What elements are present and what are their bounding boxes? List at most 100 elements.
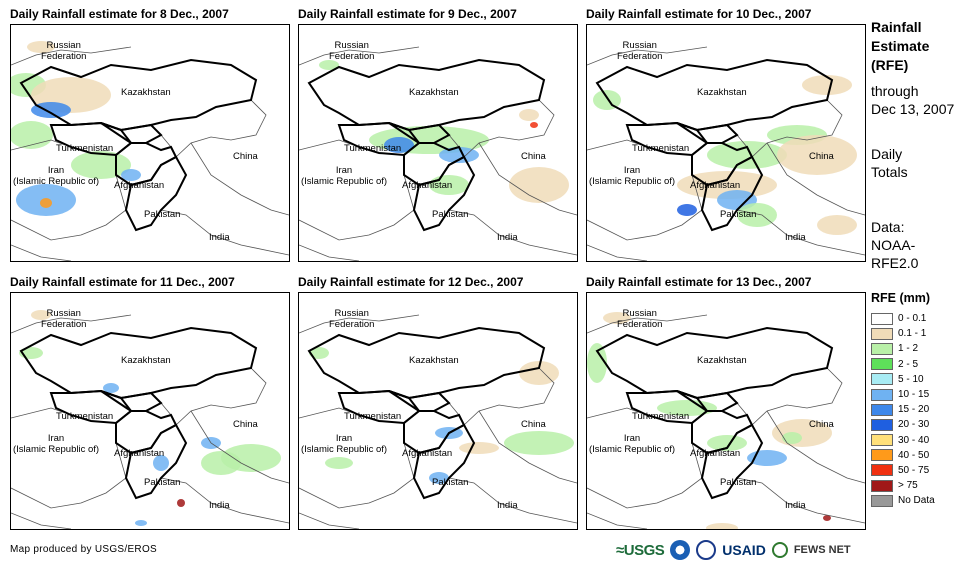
map-label-turkmenistan: Turkmenistan — [56, 143, 114, 154]
map-label-turkmenistan: Turkmenistan — [632, 143, 690, 154]
legend-item: No Data — [871, 493, 963, 508]
fews-net-logo: FEWS NET — [793, 544, 851, 556]
map-label-russia: Russian Federation — [329, 40, 375, 62]
rainfall-patch — [802, 75, 852, 95]
panel-title-6: Daily Rainfall estimate for 13 Dec., 200… — [586, 275, 812, 289]
rainfall-patch — [384, 137, 414, 153]
map-label-china: China — [809, 419, 834, 430]
map-label-kazakhstan: Kazakhstan — [409, 87, 459, 98]
legend-item: 10 - 15 — [871, 387, 963, 402]
rainfall-patch — [40, 198, 52, 208]
panel-title-4: Daily Rainfall estimate for 11 Dec., 200… — [10, 275, 235, 289]
legend-label: 5 - 10 — [898, 373, 924, 385]
legend-swatch — [871, 342, 893, 355]
map-label-china: China — [809, 151, 834, 162]
legend-swatch — [871, 418, 893, 431]
rainfall-patch — [677, 171, 777, 199]
legend-item: > 75 — [871, 478, 963, 493]
rainfall-layer — [11, 41, 141, 216]
rainfall-patch — [587, 343, 607, 383]
side-totals: Daily Totals — [871, 146, 908, 180]
map-label-iran: Iran (Islamic Republic of) — [301, 165, 388, 187]
map-label-india: India — [785, 500, 806, 511]
legend-label: 50 - 75 — [898, 464, 930, 476]
map-label-iran: Iran (Islamic Republic of) — [589, 433, 676, 455]
map-label-china: China — [233, 419, 258, 430]
legend-label: No Data — [898, 495, 935, 507]
map-label-afghanistan: Afghanistan — [690, 180, 741, 191]
map-label-kazakhstan: Kazakhstan — [121, 87, 171, 98]
legend-item: 40 - 50 — [871, 448, 963, 463]
map-label-russia: Russian Federation — [41, 308, 87, 330]
legend-label: 2 - 5 — [898, 358, 919, 370]
map-label-india: India — [209, 500, 230, 511]
map-label-pakistan: Pakistan — [720, 209, 757, 220]
rainfall-patch — [677, 204, 697, 216]
rainfall-patch — [823, 515, 831, 521]
logos: ≈USGS USAID FEWS NET — [616, 538, 851, 562]
map-label-kazakhstan: Kazakhstan — [697, 355, 747, 366]
rainfall-patch — [31, 102, 71, 118]
map-label-turkmenistan: Turkmenistan — [344, 143, 402, 154]
rainfall-patch — [429, 472, 449, 484]
side-title: Rainfall Estimate (RFE) — [871, 19, 930, 73]
legend-label: 30 - 40 — [898, 434, 930, 446]
map-label-china: China — [521, 419, 546, 430]
map-label-turkmenistan: Turkmenistan — [632, 411, 690, 422]
legend-swatch — [871, 327, 893, 340]
map-label-pakistan: Pakistan — [432, 477, 469, 488]
map-label-india: India — [209, 232, 230, 243]
map-label-russia: Russian Federation — [329, 308, 375, 330]
legend-label: 0.1 - 1 — [898, 328, 927, 340]
rainfall-patch — [325, 457, 353, 469]
map-panel-6: Russian Federation Kazakhstan Turkmenistan… — [586, 292, 866, 530]
credit-text: Map produced by USGS/EROS — [10, 544, 158, 555]
map-label-kazakhstan: Kazakhstan — [697, 87, 747, 98]
legend-swatch — [871, 358, 893, 371]
map-label-afghanistan: Afghanistan — [402, 180, 453, 191]
map-label-iran: Iran (Islamic Republic of) — [13, 165, 100, 187]
map-label-afghanistan: Afghanistan — [114, 448, 165, 459]
map-label-india: India — [497, 500, 518, 511]
legend-label: 1 - 2 — [898, 343, 919, 355]
legend: RFE (mm) 0 - 0.1 0.1 - 1 1 - 2 2 - 5 5 - 10 1… — [871, 291, 963, 508]
panel-title-1: Daily Rainfall estimate for 8 Dec., 2007 — [10, 7, 229, 21]
legend-item: 30 - 40 — [871, 433, 963, 448]
map-label-kazakhstan: Kazakhstan — [409, 355, 459, 366]
rainfall-patch — [706, 523, 738, 529]
panel-title-3: Daily Rainfall estimate for 10 Dec., 200… — [586, 7, 812, 21]
rainfall-patch — [177, 499, 185, 507]
rainfall-patch — [135, 520, 147, 526]
map-label-iran: Iran (Islamic Republic of) — [301, 433, 388, 455]
rainfall-patch — [103, 383, 119, 393]
legend-swatch — [871, 494, 893, 507]
map-label-turkmenistan: Turkmenistan — [344, 411, 402, 422]
legend-label: 20 - 30 — [898, 419, 930, 431]
rainfall-patch — [31, 310, 51, 320]
map-label-china: China — [521, 151, 546, 162]
nasa-seal-logo — [696, 540, 717, 560]
rainfall-patch — [509, 167, 569, 203]
map-label-kazakhstan: Kazakhstan — [121, 355, 171, 366]
rainfall-patch — [707, 435, 747, 451]
map-label-china: China — [233, 151, 258, 162]
legend-item: 0 - 0.1 — [871, 311, 963, 326]
rainfall-layer — [19, 310, 281, 526]
legend-title: RFE (mm) — [871, 291, 931, 305]
map-label-turkmenistan: Turkmenistan — [56, 411, 114, 422]
legend-item: 0.1 - 1 — [871, 326, 963, 341]
legend-item: 5 - 10 — [871, 372, 963, 387]
map-label-afghanistan: Afghanistan — [402, 448, 453, 459]
side-through: through Dec 13, 2007 — [871, 83, 955, 117]
legend-label: 15 - 20 — [898, 404, 930, 416]
rainfall-patch — [782, 432, 802, 444]
usaid-logo: USAID — [722, 542, 766, 558]
map-label-afghanistan: Afghanistan — [690, 448, 741, 459]
rainfall-patch — [519, 361, 559, 385]
panel-title-2: Daily Rainfall estimate for 9 Dec., 2007 — [298, 7, 517, 21]
legend-label: > 75 — [898, 480, 918, 492]
panel-title-5: Daily Rainfall estimate for 12 Dec., 200… — [298, 275, 524, 289]
map-panel-4: Russian Federation Kazakhstan Turkmenistan… — [10, 292, 290, 530]
rainfall-patch — [121, 169, 141, 181]
rainfall-patch — [319, 60, 339, 70]
